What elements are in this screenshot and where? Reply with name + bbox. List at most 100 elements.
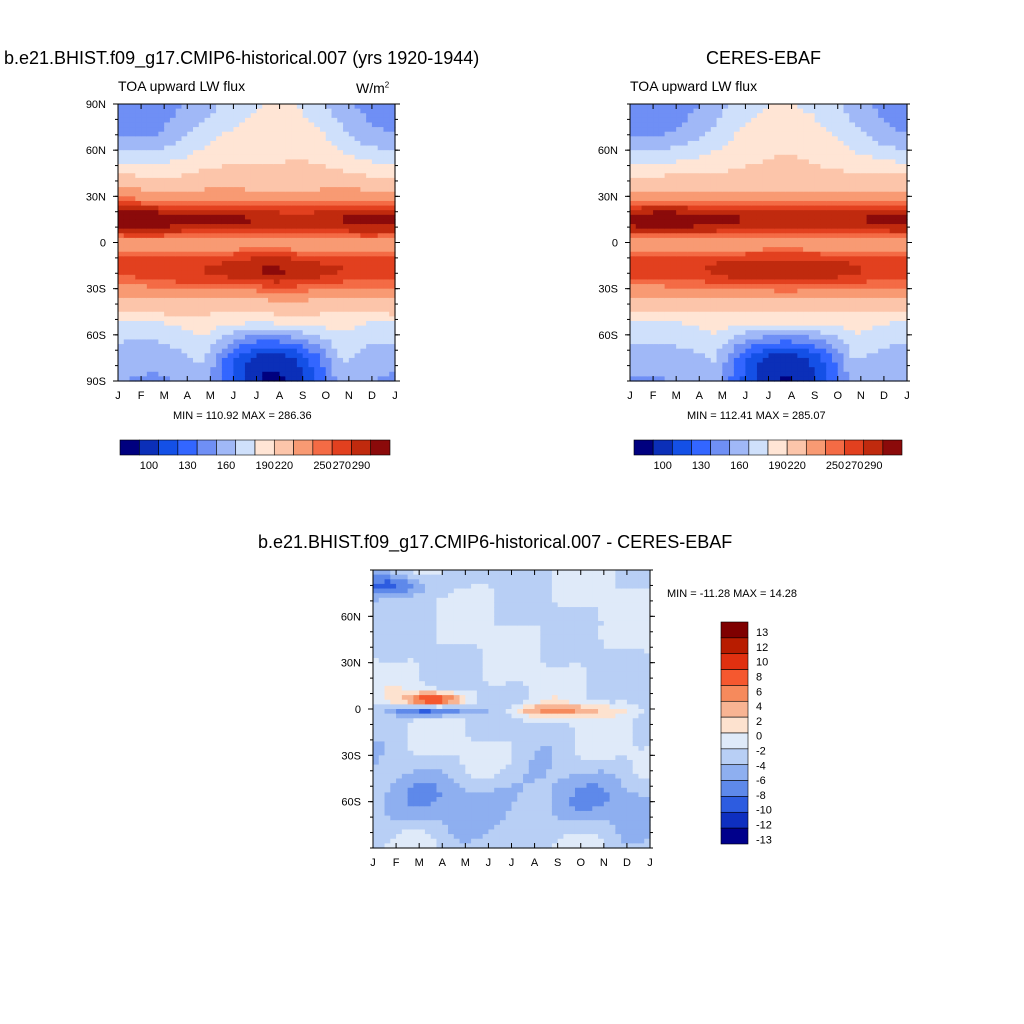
left-cell — [366, 219, 373, 225]
right-cell — [722, 371, 729, 377]
left-cell — [204, 288, 211, 294]
left-cell — [262, 122, 269, 128]
left-cell — [198, 237, 206, 244]
left-cell — [389, 297, 396, 304]
right-cell — [653, 302, 660, 308]
right-cell — [722, 205, 729, 211]
right-cell — [780, 284, 787, 290]
left-cell — [354, 191, 361, 197]
left-cell — [268, 108, 275, 114]
right-cell — [739, 270, 747, 276]
left-cell — [383, 228, 390, 234]
right-cell — [705, 131, 712, 137]
right-cell — [630, 210, 637, 216]
right-cell — [687, 108, 695, 114]
left-cell — [348, 260, 356, 267]
right-cell — [710, 316, 718, 322]
right-cell — [676, 233, 683, 239]
left-cell — [262, 265, 269, 271]
left-cell — [198, 136, 206, 142]
right-cell — [630, 348, 637, 354]
right-cell — [699, 297, 706, 304]
left-cell — [354, 187, 361, 193]
left-cell — [279, 367, 286, 373]
right-cell — [803, 140, 810, 147]
right-cell — [774, 247, 781, 253]
left-cell — [331, 177, 338, 184]
left-cell — [204, 270, 211, 276]
left-cell — [343, 316, 350, 322]
right-cell — [630, 247, 637, 253]
left-cell — [169, 279, 177, 285]
left-cell — [360, 104, 367, 110]
right-cell — [785, 150, 793, 156]
right-cell — [762, 113, 770, 119]
right-cell — [716, 145, 723, 151]
left-cell — [291, 348, 298, 354]
left-cell — [141, 344, 148, 350]
left-xtick-label: F — [138, 390, 145, 402]
left-cell — [291, 242, 298, 248]
left-cell — [371, 371, 379, 377]
left-cell — [325, 122, 333, 128]
left-cell — [354, 376, 361, 382]
left-cell — [169, 251, 177, 257]
left-cell — [198, 154, 206, 160]
left-cell — [118, 330, 125, 336]
right-cell — [733, 177, 741, 184]
left-cell — [308, 293, 315, 299]
right-cell — [762, 302, 770, 308]
left-cell — [123, 367, 131, 373]
left-cell — [360, 168, 367, 174]
left-cell — [268, 150, 275, 156]
left-cell — [181, 316, 188, 322]
right-cell — [670, 154, 677, 160]
left-cell — [152, 196, 159, 202]
right-cell — [808, 154, 816, 160]
right-cell — [716, 219, 723, 225]
right-cell — [664, 154, 671, 160]
left-cell — [366, 279, 373, 285]
left-cell — [244, 182, 252, 188]
right-cell — [664, 307, 671, 313]
left-cell — [285, 334, 292, 341]
right-cell — [745, 122, 752, 128]
left-cell — [233, 270, 240, 276]
left-cell — [123, 113, 131, 119]
left-cell — [158, 205, 165, 211]
left-cell — [291, 237, 298, 244]
left-cell — [135, 311, 142, 317]
left-cell — [285, 297, 292, 304]
right-cell — [705, 117, 712, 124]
right-cell — [733, 196, 741, 202]
left-cell — [250, 191, 258, 197]
right-cell — [710, 122, 718, 128]
right-cell — [803, 260, 810, 267]
left-cell — [343, 228, 350, 234]
left-cell — [348, 200, 356, 207]
left-cell — [343, 371, 350, 377]
left-cell — [227, 265, 235, 271]
left-cell — [262, 320, 269, 327]
right-cell — [728, 284, 735, 290]
right-cell — [756, 150, 764, 156]
left-cell — [204, 168, 211, 174]
left-cell — [331, 228, 338, 234]
right-cell — [716, 251, 723, 257]
right-cell — [641, 371, 648, 377]
right-cell — [705, 104, 712, 110]
left-cell — [331, 330, 338, 336]
right-cell — [751, 210, 758, 216]
left-cell — [308, 265, 315, 271]
right-cell — [710, 168, 718, 174]
right-cell — [635, 274, 643, 281]
left-cell — [319, 339, 327, 345]
right-cell — [733, 219, 741, 225]
left-cell — [348, 357, 356, 364]
right-cell — [664, 228, 671, 234]
right-cell — [687, 260, 695, 267]
right-cell — [641, 274, 648, 281]
right-cell — [739, 320, 747, 327]
left-cell — [221, 274, 229, 281]
left-cell — [198, 131, 206, 137]
